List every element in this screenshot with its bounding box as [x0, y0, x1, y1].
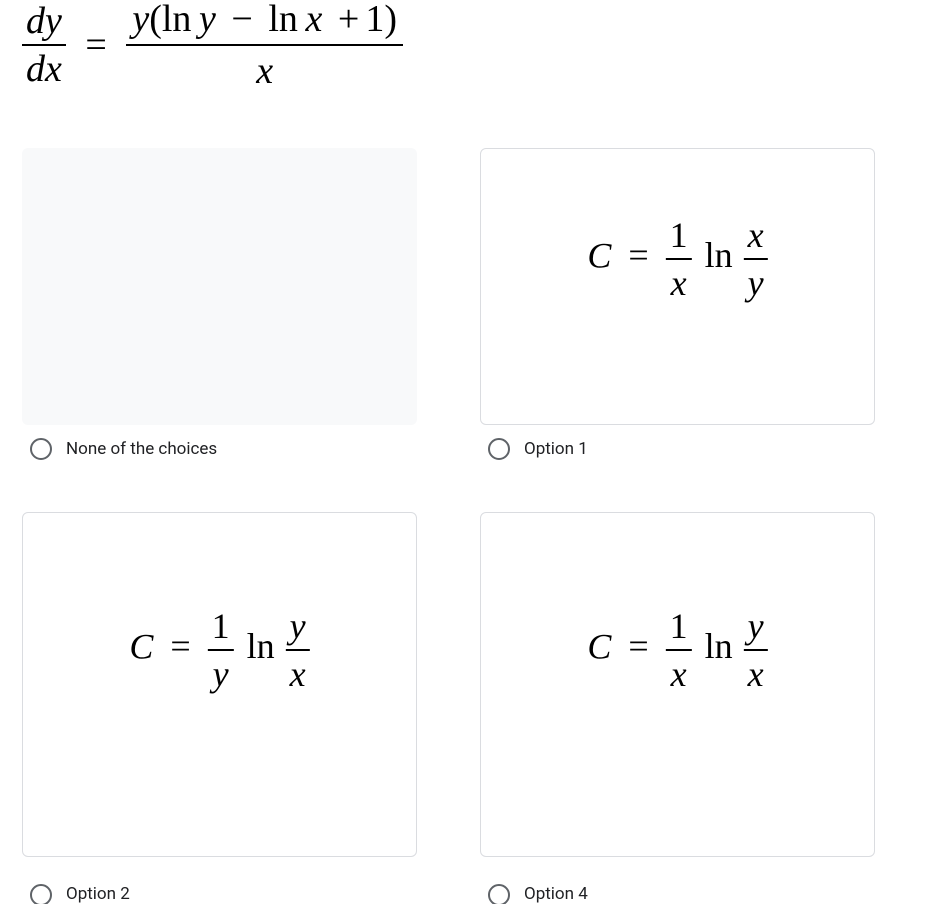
opt2-frac1: 1 y — [208, 605, 234, 695]
rhs-x: x — [306, 0, 323, 40]
option-none-row[interactable]: None of the choices — [30, 438, 217, 460]
lhs-num: dy — [22, 2, 66, 46]
rhs-num: y(ln y − ln x +1) — [126, 0, 403, 46]
rhs-close: ) — [384, 0, 397, 40]
opt1-frac1: 1 x — [666, 214, 692, 304]
opt1-eq: = — [628, 235, 648, 275]
option-2-row[interactable]: Option 2 — [30, 884, 130, 904]
option-2-equation: C = 1 y ln y x — [129, 605, 309, 695]
opt4-frac2: y x — [744, 605, 768, 695]
rhs-open: ( — [149, 0, 162, 40]
option-none-label: None of the choices — [66, 439, 217, 459]
opt4-C: C — [587, 626, 611, 666]
opt2-f1d: y — [208, 651, 234, 695]
opt2-eq: = — [170, 626, 190, 666]
rhs-den: x — [126, 46, 403, 90]
equals-sign: = — [85, 26, 106, 64]
opt1-C: C — [587, 235, 611, 275]
rhs-y2: y — [199, 0, 216, 40]
opt4-f2n: y — [744, 605, 768, 651]
lhs-fraction: dy dx — [22, 2, 66, 88]
option-card-1: C = 1 x ln x y — [480, 148, 875, 425]
differential-equation: dy dx = y(ln y − ln x +1) x — [22, 0, 403, 90]
radio-icon[interactable] — [488, 438, 510, 460]
opt4-f1n: 1 — [666, 605, 692, 651]
opt4-f1d: x — [666, 651, 692, 695]
opt2-f2n: y — [286, 605, 310, 651]
opt1-f2n: x — [744, 214, 768, 260]
rhs-minus: − — [231, 0, 252, 40]
option-1-row[interactable]: Option 1 — [488, 438, 588, 460]
option-card-none — [22, 148, 417, 425]
opt1-frac2: x y — [744, 214, 768, 304]
radio-icon[interactable] — [30, 884, 52, 904]
rhs-one: 1 — [365, 0, 384, 40]
opt2-f2d: x — [286, 651, 310, 695]
rhs-plus: + — [338, 0, 359, 40]
opt4-eq: = — [628, 626, 648, 666]
opt2-C: C — [129, 626, 153, 666]
opt4-ln: ln — [705, 626, 733, 666]
opt1-f1d: x — [666, 260, 692, 304]
opt4-frac1: 1 x — [666, 605, 692, 695]
opt4-f2d: x — [744, 651, 768, 695]
rhs-fraction: y(ln y − ln x +1) x — [126, 0, 403, 90]
option-1-label: Option 1 — [524, 439, 588, 459]
option-4-equation: C = 1 x ln y x — [587, 605, 767, 695]
rhs-ln1: ln — [162, 0, 192, 40]
rhs-ln2: ln — [268, 0, 298, 40]
option-2-label: Option 2 — [66, 884, 130, 904]
lhs-den: dx — [22, 46, 66, 88]
radio-icon[interactable] — [30, 438, 52, 460]
opt2-ln: ln — [247, 626, 275, 666]
opt2-frac2: y x — [286, 605, 310, 695]
opt2-f1n: 1 — [208, 605, 234, 651]
opt1-f2d: y — [744, 260, 768, 304]
option-card-2: C = 1 y ln y x — [22, 512, 417, 857]
option-1-equation: C = 1 x ln x y — [587, 214, 767, 304]
page-root: dy dx = y(ln y − ln x +1) x C = 1 x ln x — [0, 0, 941, 906]
option-4-label: Option 4 — [524, 884, 588, 904]
opt1-f1n: 1 — [666, 214, 692, 260]
radio-icon[interactable] — [488, 884, 510, 904]
rhs-y: y — [132, 0, 149, 40]
opt1-ln: ln — [705, 235, 733, 275]
option-4-row[interactable]: Option 4 — [488, 884, 588, 904]
option-card-4: C = 1 x ln y x — [480, 512, 875, 857]
